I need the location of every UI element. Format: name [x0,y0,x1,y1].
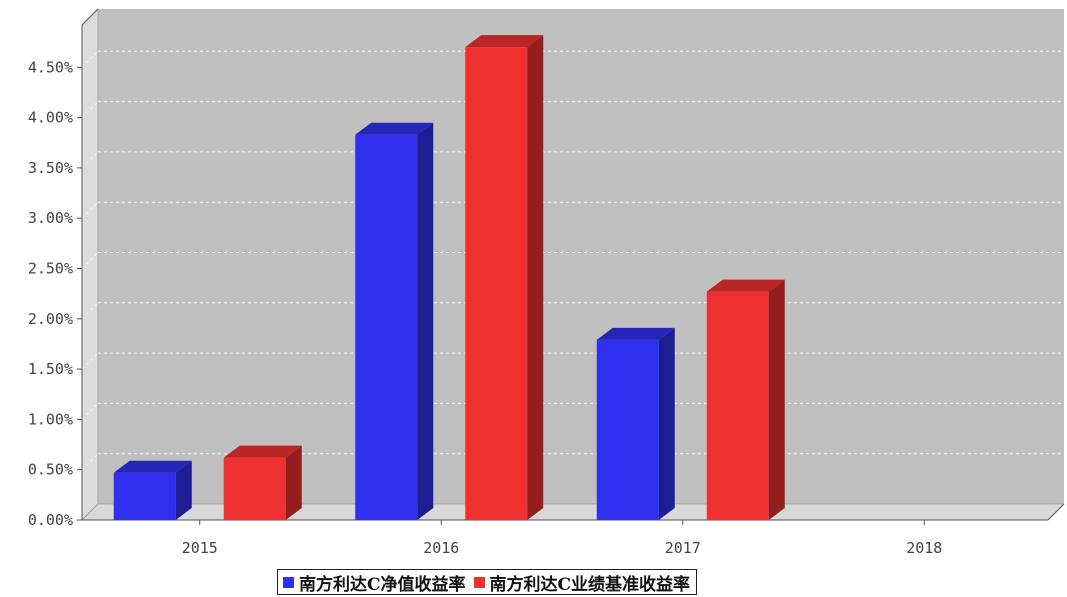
legend: 南方利达C净值收益率 南方利达C业绩基准收益率 [277,569,698,595]
bar-top [113,460,192,473]
gridlines [81,50,1064,471]
bar [113,460,192,520]
y-tick-label: 3.50% [28,159,73,177]
bar-side [658,327,675,520]
gridline-side [81,403,99,420]
bar [355,122,434,521]
y-tick-label: 0.00% [28,511,73,529]
x-tick-label: 2017 [665,539,701,557]
gridline-side [81,50,99,68]
y-axis-ticks: 0.00% 0.50% 1.00% 1.50% 2.00% 2.50% 3.00% 3.50%… [28,58,82,529]
x-tick-label: 2018 [906,539,942,557]
bar-front [355,134,418,520]
y-tick-label: 1.50% [28,360,73,378]
bar [465,35,544,521]
gridline-side [81,252,99,269]
plot-area [81,8,1065,521]
gridline-side [81,101,99,118]
bar-top [465,35,544,48]
plot-left-wall [81,8,99,521]
legend-item-benchmark-return: 南方利达C业绩基准收益率 [473,570,691,595]
x-tick-label: 2016 [423,539,459,557]
gridline-side [81,151,99,169]
y-tick-label: 0.50% [28,461,73,479]
legend-swatch-red [473,576,485,588]
bar-front [113,472,176,520]
bar-front [706,291,769,520]
bar-top [706,279,785,292]
bar-side [417,122,434,521]
y-axis-top [81,8,99,26]
bar-front [596,339,659,520]
y-tick-label: 2.50% [28,260,73,278]
bar-side [175,460,192,520]
legend-item-net-return: 南方利达C净值收益率 [283,570,466,595]
gridline-side [81,453,99,471]
bar-side [527,35,544,521]
y-tick-label: 2.00% [28,310,73,328]
y-tick-label: 4.00% [28,109,73,127]
bar-front [223,457,286,520]
bar-top [223,445,302,458]
bar [706,279,785,520]
x-tick-label: 2015 [182,539,218,557]
y-tick-label: 1.00% [28,410,73,428]
bar-side [285,445,302,520]
bar [223,445,302,520]
legend-label: 南方利达C净值收益率 [299,574,466,595]
gridline-side [81,302,99,320]
bar-top [355,122,434,135]
legend-label: 南方利达C业绩基准收益率 [489,574,691,595]
x-axis-ticks: 2015 2016 2017 2018 [182,520,942,557]
bar-front [465,47,528,521]
bar-top [596,327,675,340]
legend-swatch-blue [283,576,294,588]
gridline-side [81,352,99,370]
bar-side [768,279,785,520]
gridline-side [81,201,99,219]
x-axis-end [1047,503,1065,521]
y-tick-label: 4.50% [28,58,73,76]
y-tick-label: 3.00% [28,209,73,227]
bars [113,35,785,521]
bar [596,327,675,520]
plot-back-wall [98,9,1064,504]
